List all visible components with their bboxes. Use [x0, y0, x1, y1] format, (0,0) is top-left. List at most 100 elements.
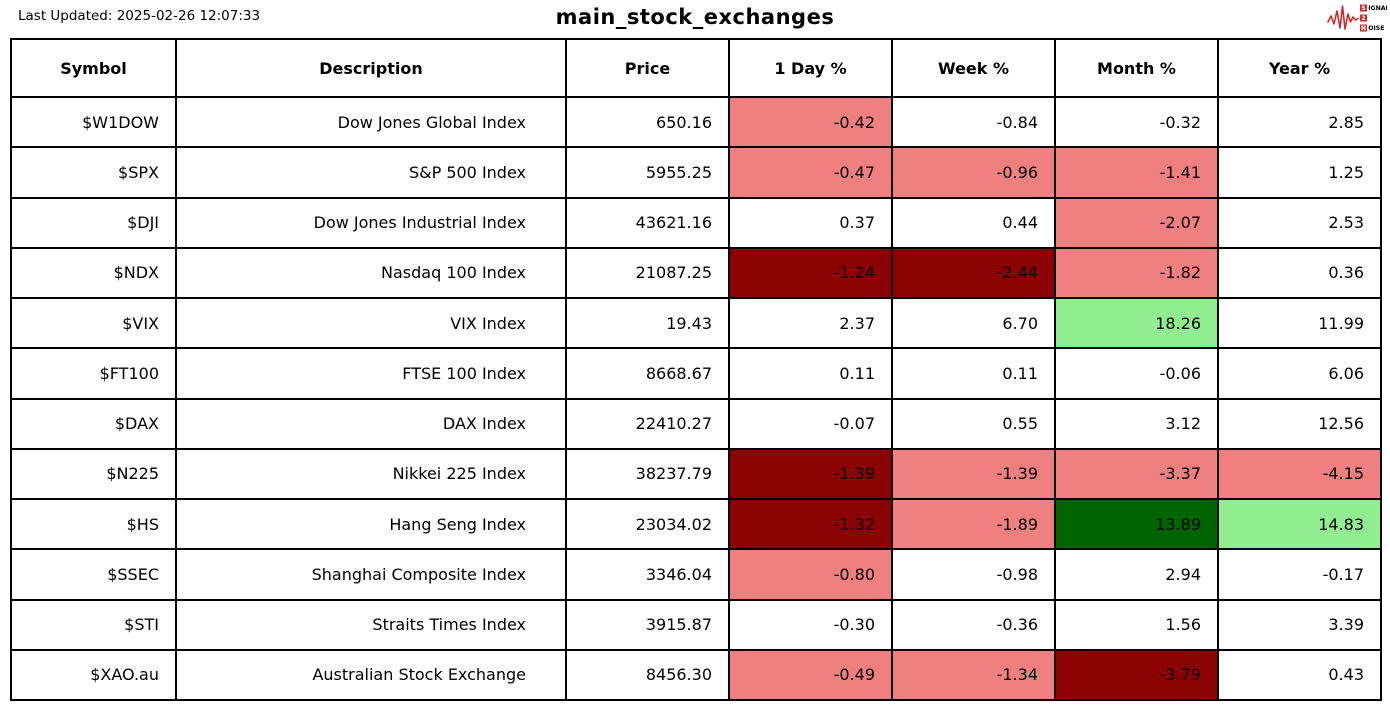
- col-header-price: Price: [565, 38, 730, 98]
- description-cell: Nikkei 225 Index: [175, 447, 567, 501]
- waveform-icon: [1327, 5, 1359, 30]
- price-cell: 5955.25: [565, 146, 730, 199]
- col-header-description: Description: [175, 38, 567, 98]
- logo-box-letter-1: 2: [1361, 15, 1365, 22]
- day-change-cell: -1.32: [728, 497, 893, 551]
- month-change-cell: 13.89: [1054, 497, 1219, 551]
- month-change-cell: -1.82: [1054, 246, 1219, 300]
- col-header-week: Week %: [891, 38, 1056, 98]
- day-change-cell: 2.37: [728, 296, 893, 350]
- col-header-symbol: Symbol: [10, 38, 177, 98]
- price-cell: 650.16: [565, 95, 730, 149]
- table-row: $XAO.au Australian Stock Exchange 8456.30-…: [10, 648, 1382, 702]
- description-cell: VIX Index: [175, 296, 567, 350]
- description-cell: Dow Jones Industrial Index: [175, 196, 567, 249]
- year-change-cell: 11.99: [1217, 296, 1382, 350]
- symbol-cell: $STI: [10, 598, 177, 651]
- year-change-cell: 14.83: [1217, 497, 1382, 551]
- day-change-cell: -1.24: [728, 246, 893, 300]
- table-row: $NDX Nasdaq 100 Index 21087.25 -1.24 -2.44 -1…: [10, 246, 1382, 300]
- page-title: main_stock_exchanges: [555, 5, 835, 29]
- price-cell: 8456.30: [565, 648, 730, 702]
- day-change-cell: -0.07: [728, 397, 893, 450]
- price-cell: 3346.04: [565, 548, 730, 601]
- year-change-cell: -4.15: [1217, 447, 1382, 501]
- symbol-cell: $DJI: [10, 196, 177, 249]
- symbol-cell: $HS: [10, 497, 177, 551]
- col-header-1day: 1 Day %: [728, 38, 893, 98]
- price-cell: 23034.02: [565, 497, 730, 551]
- week-change-cell: -0.98: [891, 548, 1056, 601]
- table-row: $DAX DAX Index 22410.27 -0.07 0.55 3.12 12.56: [10, 397, 1382, 450]
- description-cell: Australian Stock Exchange: [175, 648, 567, 702]
- price-cell: 21087.25: [565, 246, 730, 300]
- day-change-cell: -0.49: [728, 648, 893, 702]
- month-change-cell: -3.37: [1054, 447, 1219, 501]
- month-change-cell: -0.06: [1054, 347, 1219, 400]
- week-change-cell: -0.96: [891, 146, 1056, 199]
- table-row: $W1DOW Dow Jones Global Index 650.16 -0.42-…: [10, 95, 1382, 149]
- description-cell: FTSE 100 Index: [175, 347, 567, 400]
- week-change-cell: -0.84: [891, 95, 1056, 149]
- symbol-cell: $NDX: [10, 246, 177, 300]
- description-cell: Nasdaq 100 Index: [175, 246, 567, 300]
- day-change-cell: -0.80: [728, 548, 893, 601]
- symbol-cell: $FT100: [10, 347, 177, 400]
- week-change-cell: -1.34: [891, 648, 1056, 702]
- week-change-cell: 0.44: [891, 196, 1056, 249]
- week-change-cell: -1.89: [891, 497, 1056, 551]
- year-change-cell: 2.85: [1217, 95, 1382, 149]
- day-change-cell: 0.37: [728, 196, 893, 249]
- price-cell: 22410.27: [565, 397, 730, 450]
- week-change-cell: -0.36: [891, 598, 1056, 651]
- month-change-cell: -3.79: [1054, 648, 1219, 702]
- price-cell: 3915.87: [565, 598, 730, 651]
- description-cell: Hang Seng Index: [175, 497, 567, 551]
- month-change-cell: -2.07: [1054, 196, 1219, 249]
- table-row: $SSEC Shanghai Composite Index 3346.04 -0.8…: [10, 548, 1382, 601]
- week-change-cell: 0.55: [891, 397, 1056, 450]
- month-change-cell: 1.56: [1054, 598, 1219, 651]
- col-header-year: Year %: [1217, 38, 1382, 98]
- day-change-cell: -0.30: [728, 598, 893, 651]
- logo-box-letter-2: N: [1361, 25, 1366, 32]
- symbol-cell: $W1DOW: [10, 95, 177, 149]
- price-cell: 8668.67: [565, 347, 730, 400]
- month-change-cell: -0.32: [1054, 95, 1219, 149]
- day-change-cell: -0.47: [728, 146, 893, 199]
- year-change-cell: 0.36: [1217, 246, 1382, 300]
- week-change-cell: -1.39: [891, 447, 1056, 501]
- description-cell: Straits Times Index: [175, 598, 567, 651]
- week-change-cell: -2.44: [891, 246, 1056, 300]
- price-cell: 38237.79: [565, 447, 730, 501]
- day-change-cell: -0.42: [728, 95, 893, 149]
- table-body: $W1DOW Dow Jones Global Index 650.16 -0.42-…: [10, 95, 1382, 702]
- symbol-cell: $XAO.au: [10, 648, 177, 702]
- table-row: $N225 Nikkei 225 Index 38237.79 -1.39 -1.39-…: [10, 447, 1382, 501]
- year-change-cell: 0.43: [1217, 648, 1382, 702]
- logo-word-rest-2: OISE: [1368, 25, 1384, 32]
- year-change-cell: 6.06: [1217, 347, 1382, 400]
- description-cell: DAX Index: [175, 397, 567, 450]
- table-row: $HS Hang Seng Index 23034.02 -1.32 -1.89 13.8…: [10, 497, 1382, 551]
- logo-box-letter-0: S: [1361, 5, 1365, 12]
- description-cell: Dow Jones Global Index: [175, 95, 567, 149]
- month-change-cell: -1.41: [1054, 146, 1219, 199]
- symbol-cell: $DAX: [10, 397, 177, 450]
- last-updated-timestamp: Last Updated: 2025-02-26 12:07:33: [18, 8, 261, 24]
- symbol-cell: $SSEC: [10, 548, 177, 601]
- month-change-cell: 18.26: [1054, 296, 1219, 350]
- table-row: $FT100 FTSE 100 Index 8668.67 0.11 0.11 -0.06…: [10, 347, 1382, 400]
- year-change-cell: 3.39: [1217, 598, 1382, 651]
- table-header-row: Symbol Description Price 1 Day % Week % …: [10, 38, 1382, 98]
- day-change-cell: 0.11: [728, 347, 893, 400]
- symbol-cell: $SPX: [10, 146, 177, 199]
- table-row: $STI Straits Times Index 3915.87 -0.30 -0.36…: [10, 598, 1382, 651]
- week-change-cell: 0.11: [891, 347, 1056, 400]
- year-change-cell: 1.25: [1217, 146, 1382, 199]
- month-change-cell: 2.94: [1054, 548, 1219, 601]
- year-change-cell: 12.56: [1217, 397, 1382, 450]
- symbol-cell: $N225: [10, 447, 177, 501]
- signal2noise-logo: S IGNAL 2 N OISE: [1327, 4, 1387, 32]
- week-change-cell: 6.70: [891, 296, 1056, 350]
